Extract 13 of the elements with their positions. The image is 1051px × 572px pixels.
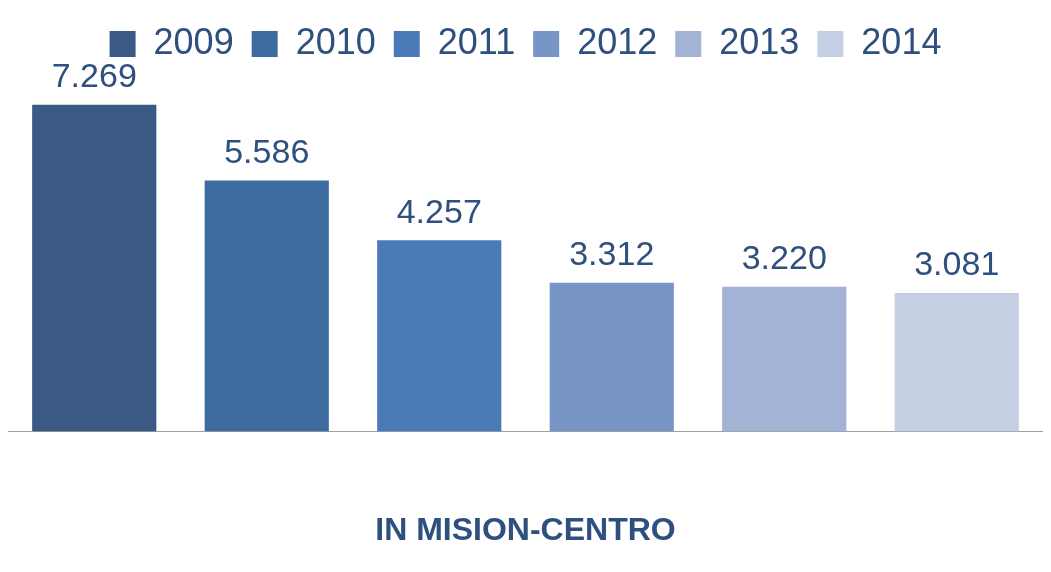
- legend-label: 2014: [861, 20, 942, 62]
- data-label: 3.220: [741, 238, 827, 277]
- data-label: 3.312: [569, 234, 655, 273]
- data-label: 5.586: [224, 131, 310, 170]
- x-axis-title: IN MISION-CENTRO: [375, 510, 676, 547]
- legend-label: 2009: [153, 20, 234, 62]
- legend-label: 2010: [295, 20, 376, 62]
- data-label: 3.081: [914, 244, 1000, 283]
- data-label: 7.269: [51, 56, 137, 95]
- legend-label: 2013: [719, 20, 800, 62]
- legend-label: 2011: [437, 20, 516, 62]
- data-label: 4.257: [396, 191, 482, 230]
- legend-label: 2012: [577, 20, 658, 62]
